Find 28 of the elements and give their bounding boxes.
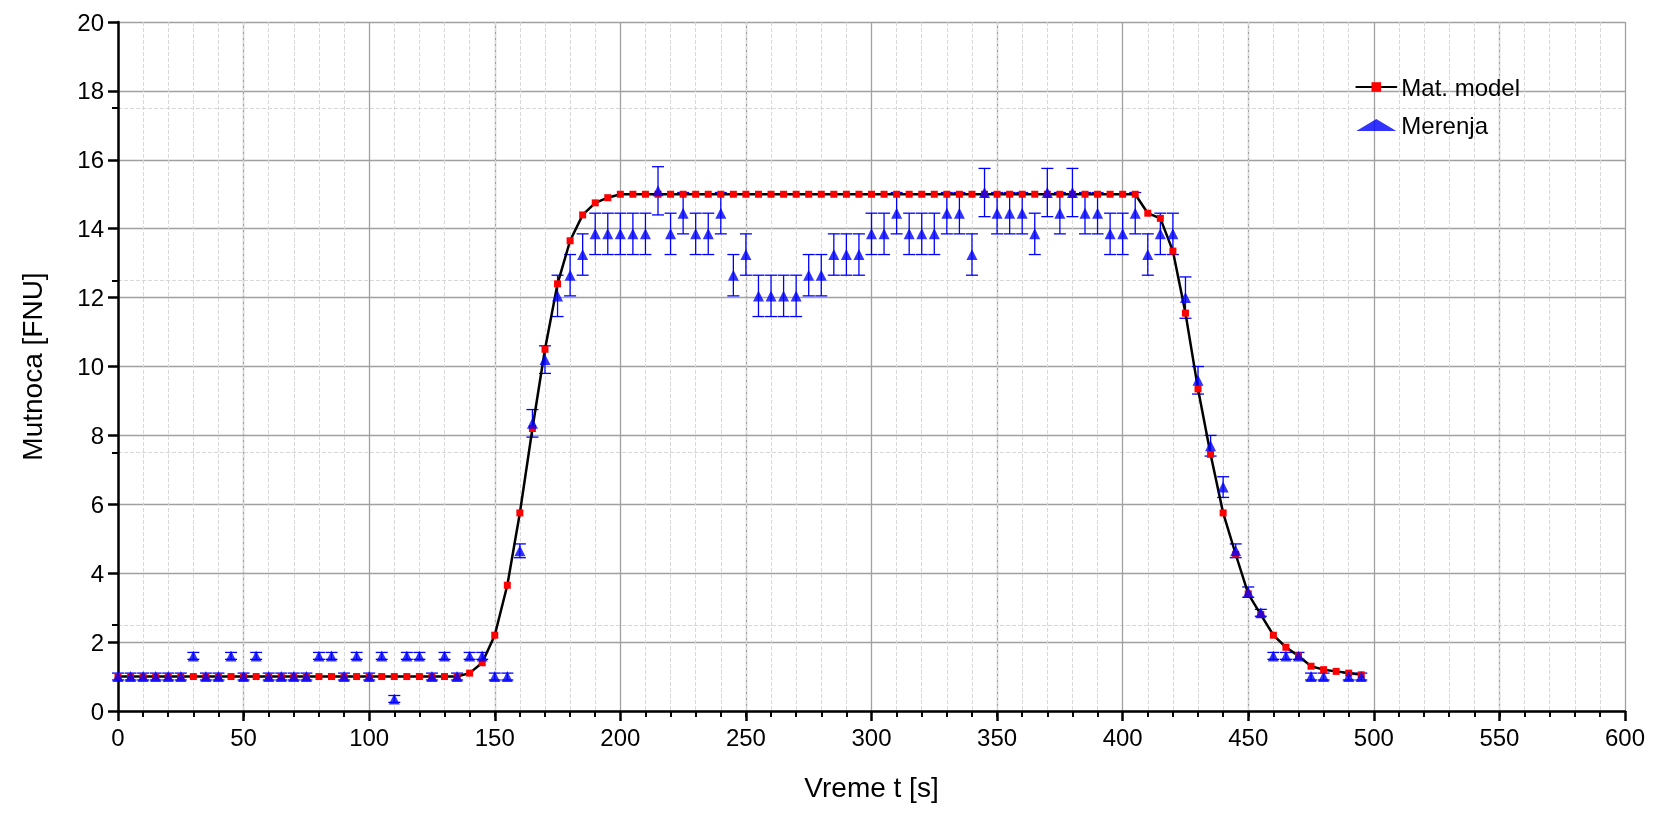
- legend-label: Merenja: [1401, 111, 1489, 139]
- x-tick-label: 350: [977, 723, 1018, 751]
- y-axis-title: Mutnoca [FNU]: [16, 272, 48, 461]
- x-tick-label: 50: [230, 723, 257, 751]
- x-tick-label: 400: [1102, 723, 1143, 751]
- y-tick-label: 2: [90, 628, 104, 656]
- x-tick-label: 500: [1353, 723, 1394, 751]
- y-tick-label: 8: [90, 421, 104, 449]
- x-tick-label: 250: [725, 723, 766, 751]
- y-tick-label: 10: [77, 353, 104, 380]
- legend-label: Mat. model: [1401, 73, 1521, 101]
- y-tick-label: 16: [77, 146, 104, 174]
- x-tick-label: 100: [349, 723, 390, 751]
- x-tick-label: 300: [851, 723, 892, 751]
- x-axis-title: Vreme t [s]: [804, 771, 939, 803]
- x-tick-label: 200: [600, 723, 641, 751]
- x-tick-label: 0: [111, 723, 125, 751]
- x-tick-label: 600: [1604, 723, 1646, 751]
- y-tick-label: 12: [77, 284, 104, 312]
- y-tick-label: 18: [77, 77, 104, 105]
- x-tick-label: 150: [474, 723, 515, 751]
- y-tick-label: 20: [77, 8, 104, 36]
- y-tick-label: 0: [90, 697, 104, 725]
- x-tick-label: 450: [1228, 723, 1269, 751]
- y-tick-label: 6: [90, 490, 104, 518]
- y-tick-label: 4: [90, 559, 104, 587]
- x-tick-label: 550: [1479, 723, 1520, 751]
- y-tick-label: 14: [77, 215, 104, 243]
